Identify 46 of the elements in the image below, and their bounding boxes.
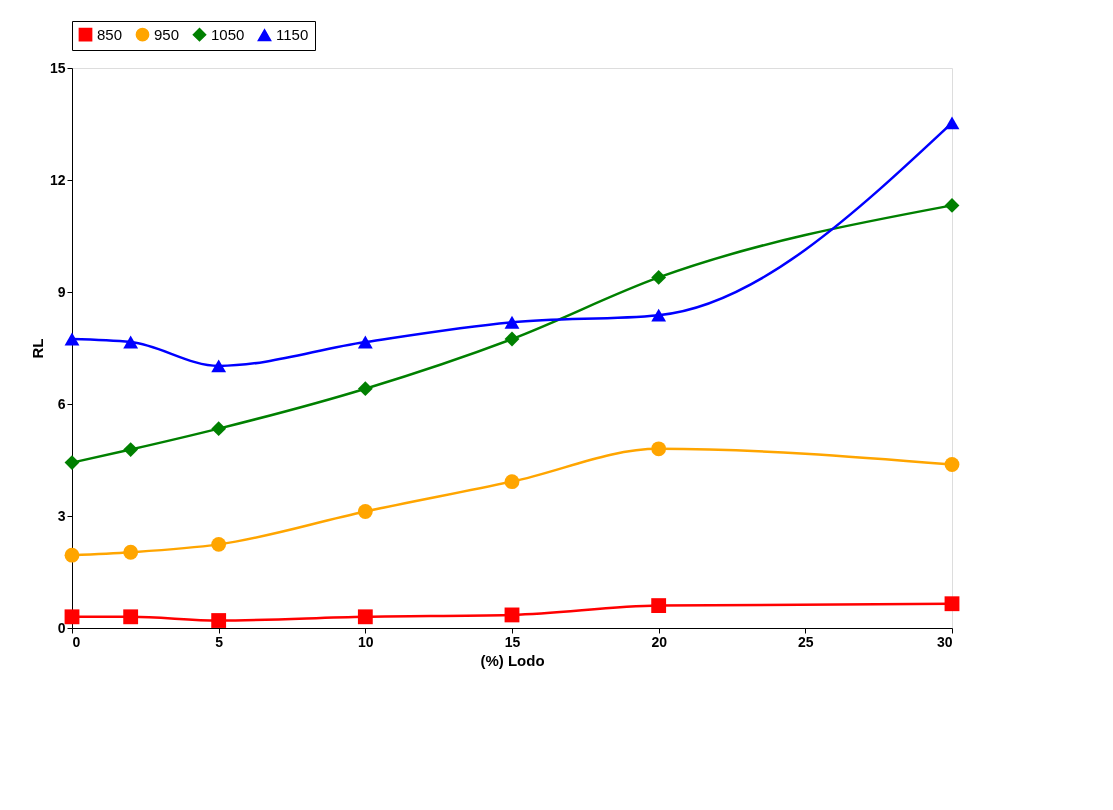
x-tick-label: 20 — [651, 633, 668, 650]
x-tick-label: 10 — [358, 633, 374, 650]
y-tick-label: 15 — [49, 59, 66, 76]
point — [123, 335, 139, 349]
point — [357, 381, 373, 397]
point — [651, 441, 667, 457]
point — [64, 547, 80, 563]
point — [504, 474, 520, 490]
point — [211, 536, 227, 552]
point — [651, 598, 667, 614]
y-tick-label: 9 — [57, 283, 66, 300]
point — [944, 197, 960, 213]
point — [504, 315, 520, 329]
point — [944, 457, 960, 472]
point — [944, 596, 960, 612]
x-tick-label: 25 — [798, 633, 814, 650]
point — [504, 331, 520, 347]
x-tick-label: 15 — [504, 633, 521, 650]
point — [651, 308, 667, 322]
point — [211, 359, 227, 373]
point — [123, 442, 139, 457]
legend-label: 1150 — [276, 26, 309, 44]
y-axis-title: RL — [28, 338, 46, 359]
y-tick-label: 0 — [57, 619, 66, 636]
point — [944, 116, 960, 130]
point — [211, 613, 227, 628]
point — [357, 335, 373, 349]
point — [123, 609, 139, 625]
point — [651, 270, 667, 285]
point — [357, 504, 373, 519]
x-axis-title: (%) Lodo — [480, 651, 545, 669]
x-tick-label: 5 — [215, 633, 224, 650]
legend-label: 850 — [97, 25, 123, 43]
point — [64, 609, 80, 625]
y-tick-label: 3 — [57, 507, 66, 524]
legend-label: 950 — [154, 25, 180, 43]
point — [123, 544, 139, 560]
point — [64, 332, 80, 346]
x-tick-label: 0 — [72, 633, 81, 650]
point — [64, 455, 80, 471]
y-tick-label: 6 — [57, 395, 66, 412]
point — [211, 421, 227, 437]
x-tick-label: 30 — [936, 633, 953, 650]
y-tick-label: 12 — [49, 171, 66, 188]
legend-label: 1050 — [211, 25, 245, 43]
point — [357, 609, 373, 625]
